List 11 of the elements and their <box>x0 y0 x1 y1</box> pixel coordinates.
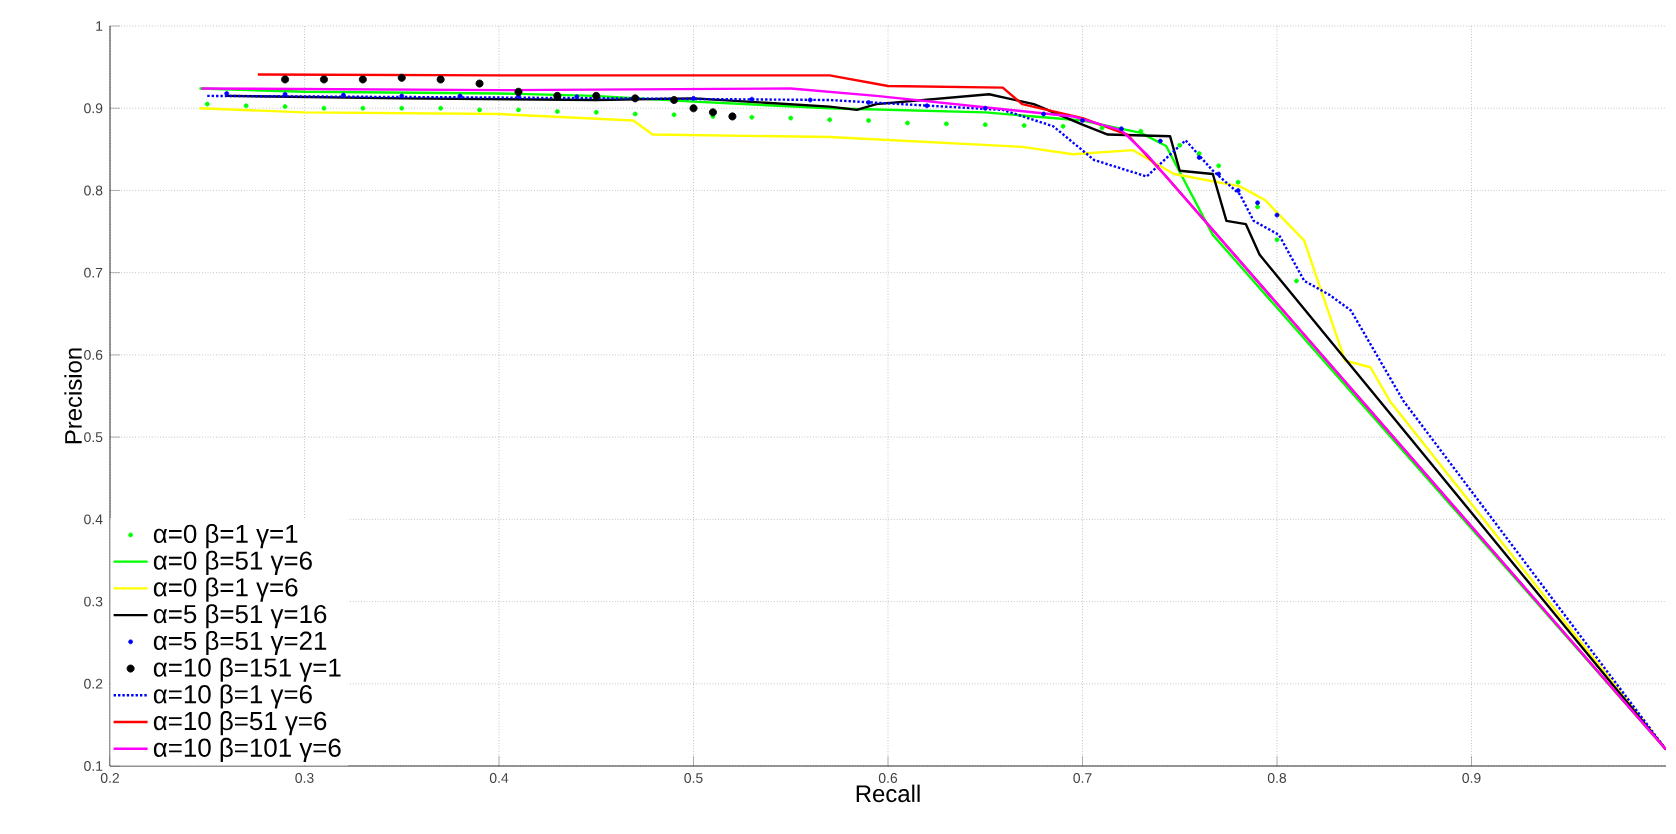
legend-label: α=10 β=51 γ=6 <box>153 711 327 736</box>
legend-label: α=5 β=51 γ=21 <box>153 630 327 656</box>
legend-label: α=0 β=1 γ=1 <box>153 524 298 549</box>
legend-label: α=10 β=101 γ=6 <box>153 737 341 762</box>
legend-label: α=5 β=51 γ=16 <box>153 604 327 629</box>
legend-label: α=0 β=51 γ=6 <box>153 550 312 575</box>
legend-label: α=10 β=1 γ=6 <box>153 684 312 709</box>
legend-label: α=0 β=1 γ=6 <box>153 577 298 602</box>
y-axis-title: Precision <box>64 348 82 444</box>
legend-label: α=10 β=151 γ=1 <box>153 657 341 682</box>
x-axis-title: Recall <box>856 784 920 803</box>
